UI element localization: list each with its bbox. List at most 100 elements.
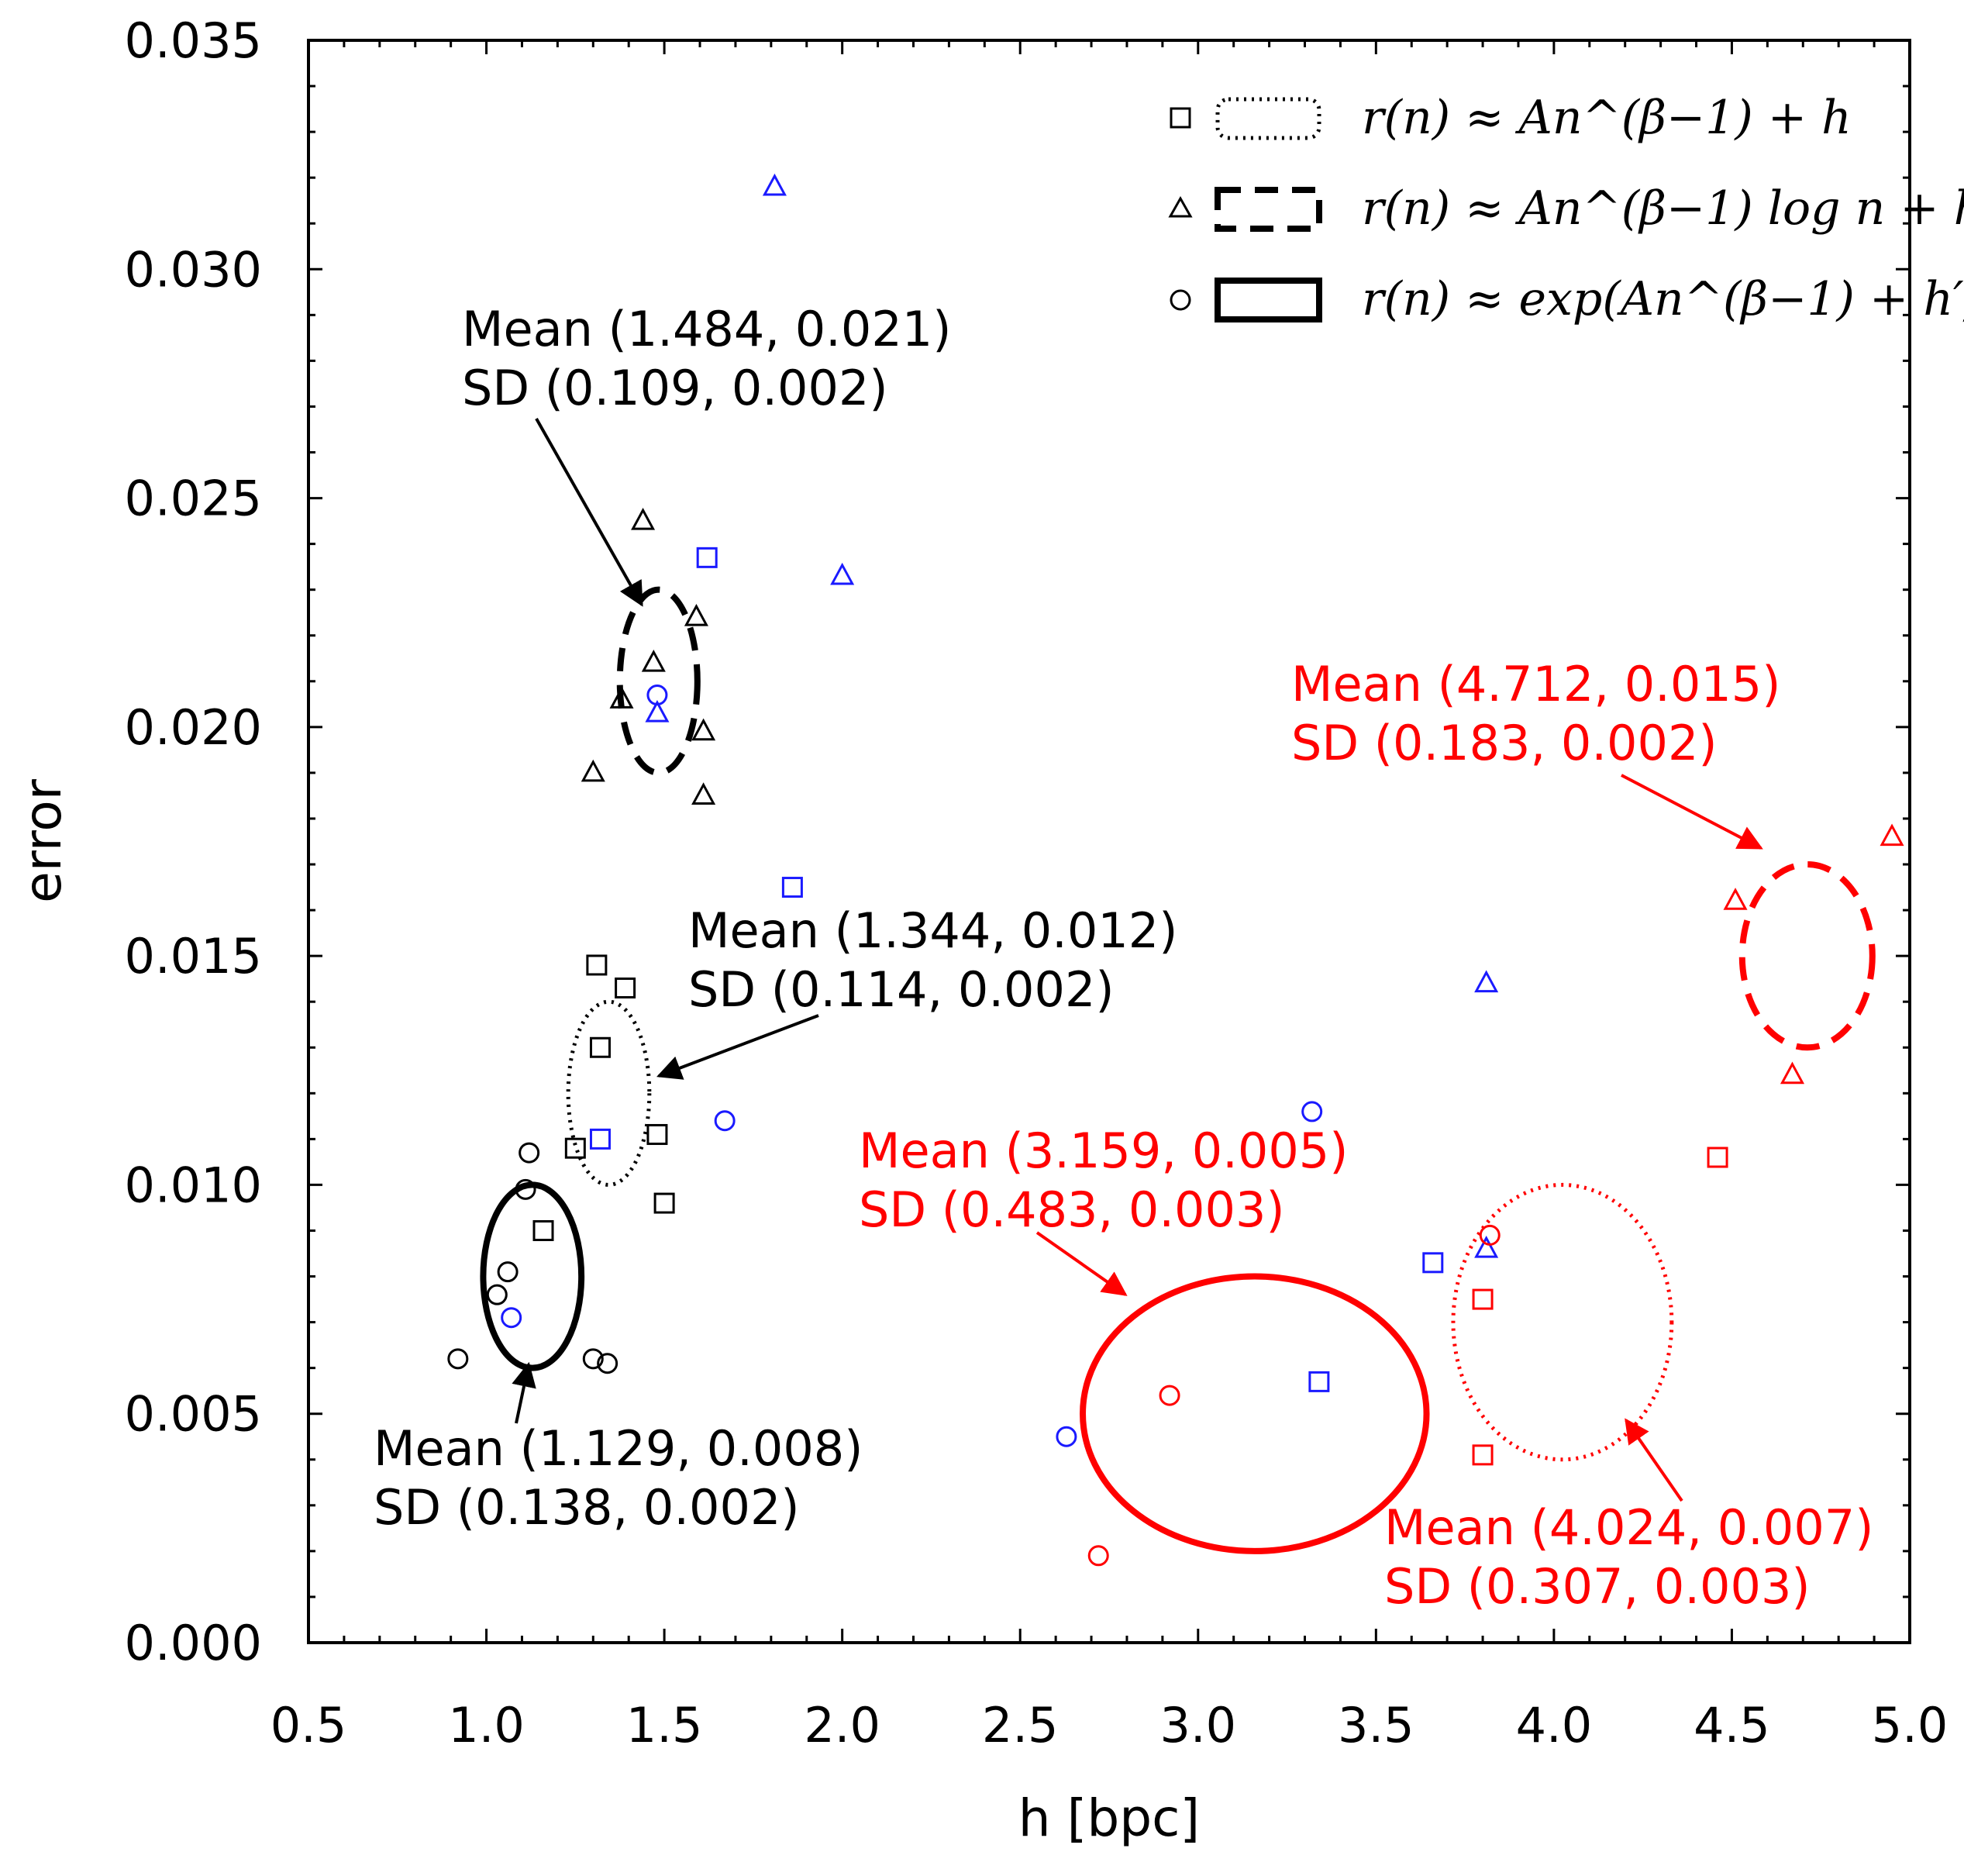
legend-label-2: r(n) ≈ An^(β−1) log n + h xyxy=(1362,181,1964,236)
y-tick-label: 0.005 xyxy=(125,1386,263,1443)
annotation-black-solid: Mean (1.129, 0.008)SD (0.138, 0.002) xyxy=(374,1361,863,1536)
axis-ticks: 0.5 1.0 1.5 2.0 2.5 3.0 3.5 4.0 4.5 5.0 0.000 0.005… xyxy=(125,12,1948,1754)
legend-dashed-line xyxy=(1215,187,1322,232)
annotation-mean-text: Mean (3.159, 0.005) xyxy=(859,1122,1348,1179)
triangle-point xyxy=(684,603,708,626)
annotations: Mean (1.484, 0.021)SD (0.109, 0.002)Mean… xyxy=(374,301,1873,1615)
circle-point xyxy=(1159,1385,1180,1406)
ellipse-red-dashed xyxy=(1738,861,1876,1051)
square-point xyxy=(1308,1371,1330,1392)
square-point xyxy=(615,977,636,998)
y-tick-label: 0.020 xyxy=(125,699,263,756)
triangle-point xyxy=(762,173,787,196)
data-points xyxy=(447,173,1904,1567)
circle-point xyxy=(646,685,668,706)
circle-point xyxy=(515,1178,536,1200)
square-point xyxy=(589,1128,611,1150)
annotation-red-solid: Mean (3.159, 0.005)SD (0.483, 0.003) xyxy=(859,1122,1348,1296)
annotation-arrow xyxy=(1035,1231,1128,1296)
annotation-red-dashed: Mean (4.712, 0.015)SD (0.183, 0.002) xyxy=(1291,656,1780,850)
annotation-red-dotted: Mean (4.024, 0.007)SD (0.307, 0.003) xyxy=(1384,1418,1873,1615)
legend-triangle-marker xyxy=(1168,195,1193,218)
annotation-mean-text: Mean (4.712, 0.015) xyxy=(1291,656,1780,712)
triangle-point xyxy=(1880,823,1904,847)
annotation-sd-text: SD (0.114, 0.002) xyxy=(688,961,1115,1018)
y-tick-label: 0.035 xyxy=(125,12,263,69)
square-point xyxy=(589,1036,611,1058)
annotation-sd-text: SD (0.183, 0.002) xyxy=(1291,715,1718,771)
triangle-point xyxy=(645,699,670,722)
annotation-arrow xyxy=(1621,774,1763,850)
square-point xyxy=(653,1192,675,1214)
y-tick-label: 0.000 xyxy=(125,1615,263,1671)
legend: r(n) ≈ An^(β−1) + h r(n) ≈ An^(β−1) log … xyxy=(1168,91,1964,326)
annotation-black-dashed: Mean (1.484, 0.021)SD (0.109, 0.002) xyxy=(462,301,951,607)
annotation-sd-text: SD (0.307, 0.003) xyxy=(1384,1558,1811,1615)
x-tick-label: 2.0 xyxy=(804,1697,880,1754)
circle-point xyxy=(497,1261,519,1283)
triangle-point xyxy=(691,718,716,741)
x-tick-label: 4.5 xyxy=(1694,1697,1770,1754)
square-point xyxy=(1472,1288,1494,1310)
x-tick-label: 5.0 xyxy=(1872,1697,1948,1754)
x-tick-label: 3.5 xyxy=(1338,1697,1414,1754)
x-tick-label: 4.0 xyxy=(1516,1697,1593,1754)
circle-point xyxy=(597,1353,618,1374)
annotation-arrow xyxy=(512,1361,536,1424)
ellipses xyxy=(480,586,1876,1554)
square-point xyxy=(1707,1147,1728,1168)
circle-point xyxy=(1056,1426,1077,1447)
annotation-mean-text: Mean (1.484, 0.021) xyxy=(462,301,951,357)
triangle-point xyxy=(631,507,656,530)
ellipse-black-dashed xyxy=(616,586,701,776)
circle-point xyxy=(501,1307,522,1329)
y-tick-label: 0.010 xyxy=(125,1157,263,1213)
triangle-point xyxy=(830,562,855,585)
circle-point xyxy=(519,1142,540,1164)
triangle-point xyxy=(1723,888,1748,910)
square-point xyxy=(1422,1252,1444,1274)
legend-dotted-line xyxy=(1215,97,1321,140)
square-point xyxy=(696,547,718,568)
circle-point xyxy=(447,1348,469,1370)
triangle-point xyxy=(641,650,666,672)
annotation-arrow xyxy=(1625,1418,1683,1502)
y-axis-label: error xyxy=(13,778,73,903)
x-tick-label: 1.0 xyxy=(448,1697,525,1754)
legend-label-3: r(n) ≈ exp(An^(β−1) + h′) xyxy=(1362,272,1964,326)
y-tick-label: 0.015 xyxy=(125,928,263,985)
annotation-mean-text: Mean (1.129, 0.008) xyxy=(374,1420,863,1477)
x-tick-label: 1.5 xyxy=(626,1697,703,1754)
legend-circle-marker xyxy=(1170,289,1191,311)
x-tick-label: 3.0 xyxy=(1159,1697,1236,1754)
x-tick-label: 0.5 xyxy=(270,1697,347,1754)
triangle-point xyxy=(581,759,605,782)
triangle-point xyxy=(1474,970,1499,993)
y-tick-label: 0.025 xyxy=(125,471,263,527)
x-axis-label: h [bpc] xyxy=(1018,1788,1200,1848)
plot-area xyxy=(307,39,1911,1644)
annotation-sd-text: SD (0.109, 0.002) xyxy=(462,360,888,416)
x-tick-label: 2.5 xyxy=(982,1697,1059,1754)
triangle-point xyxy=(1780,1061,1805,1085)
annotation-mean-text: Mean (4.024, 0.007) xyxy=(1384,1499,1873,1556)
annotation-mean-text: Mean (1.344, 0.012) xyxy=(688,902,1177,959)
circle-point xyxy=(582,1348,604,1370)
annotation-sd-text: SD (0.138, 0.002) xyxy=(374,1479,800,1536)
triangle-point xyxy=(1474,1235,1499,1258)
annotation-arrow xyxy=(535,418,643,607)
square-point xyxy=(532,1219,554,1241)
circle-point xyxy=(714,1110,736,1132)
square-point xyxy=(564,1137,586,1159)
annotation-black-dotted: Mean (1.344, 0.012)SD (0.114, 0.002) xyxy=(656,902,1177,1080)
annotation-sd-text: SD (0.483, 0.003) xyxy=(859,1181,1285,1238)
ellipse-red-solid xyxy=(1080,1273,1430,1554)
circle-point xyxy=(1087,1545,1109,1567)
ellipse-red-dotted xyxy=(1451,1182,1674,1462)
square-point xyxy=(781,877,803,898)
triangle-point xyxy=(609,686,634,709)
y-tick-label: 0.030 xyxy=(125,241,263,298)
legend-square-marker xyxy=(1170,107,1191,129)
circle-point xyxy=(1479,1224,1501,1246)
